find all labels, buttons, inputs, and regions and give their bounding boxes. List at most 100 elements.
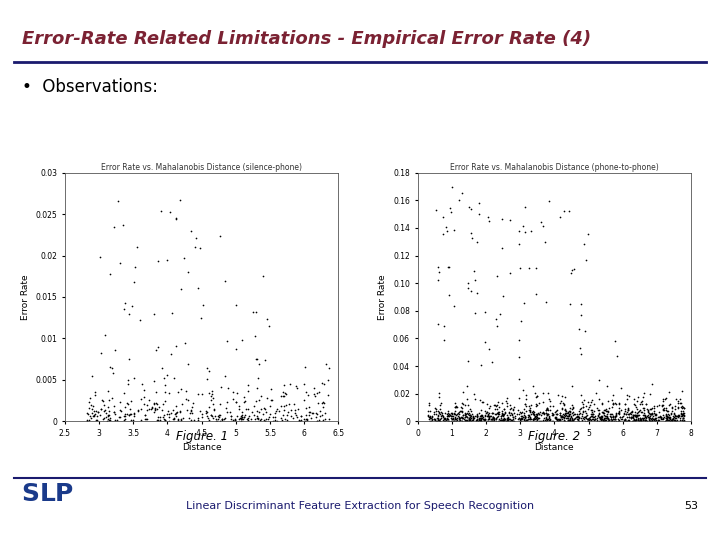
Point [98, 407, 109, 415]
Point [519, 413, 531, 421]
Point [621, 395, 633, 403]
Point [678, 403, 690, 412]
Point [512, 415, 523, 424]
Point [484, 408, 495, 417]
Point [459, 415, 470, 423]
Point [607, 413, 618, 421]
Point [516, 411, 528, 420]
Point [433, 276, 444, 285]
Point [209, 412, 220, 421]
Point [455, 416, 467, 424]
Point [498, 410, 509, 419]
Point [548, 410, 559, 418]
Point [643, 408, 654, 417]
Point [151, 405, 163, 414]
Point [531, 415, 543, 424]
Point [451, 416, 463, 425]
Point [624, 413, 635, 422]
Point [537, 417, 549, 426]
Point [487, 413, 499, 421]
Point [527, 410, 539, 418]
Point [661, 412, 672, 421]
Point [122, 375, 134, 384]
Point [201, 409, 212, 418]
Point [588, 416, 600, 424]
Point [463, 409, 474, 417]
Point [657, 397, 668, 406]
Point [269, 409, 281, 418]
Point [594, 414, 606, 422]
Point [433, 416, 445, 424]
Point [163, 407, 174, 415]
Point [513, 353, 525, 362]
Point [271, 407, 282, 415]
Point [656, 413, 667, 422]
Point [675, 395, 686, 403]
Point [637, 411, 649, 420]
Point [305, 414, 316, 423]
Point [537, 409, 549, 417]
Point [202, 374, 213, 383]
Point [123, 310, 135, 319]
Point [554, 399, 566, 407]
Point [647, 410, 658, 418]
Point [464, 416, 475, 425]
Point [319, 415, 330, 424]
Point [639, 404, 650, 413]
Point [267, 416, 279, 425]
Point [596, 400, 608, 408]
Point [445, 416, 456, 425]
Point [234, 404, 246, 413]
Point [576, 416, 588, 425]
Point [649, 403, 660, 412]
Point [495, 416, 507, 424]
Point [578, 415, 590, 423]
Point [462, 401, 473, 410]
Point [660, 411, 672, 420]
Point [109, 402, 120, 411]
Point [595, 415, 606, 423]
Point [236, 411, 248, 420]
Point [519, 413, 531, 422]
Point [233, 415, 245, 423]
Point [645, 409, 657, 418]
Point [440, 416, 451, 425]
Point [171, 214, 182, 222]
Point [665, 408, 677, 417]
Point [593, 409, 605, 417]
Point [541, 404, 553, 413]
Point [600, 414, 612, 423]
Point [248, 402, 260, 410]
Point [178, 414, 189, 422]
Point [323, 415, 335, 423]
Point [505, 404, 516, 413]
Point [677, 409, 688, 417]
Point [572, 412, 584, 421]
Point [624, 416, 635, 424]
Point [530, 415, 541, 424]
Point [498, 414, 510, 423]
Point [475, 416, 487, 425]
Point [449, 407, 460, 416]
Point [119, 305, 130, 313]
Point [631, 413, 642, 421]
Point [519, 411, 531, 420]
Point [128, 278, 140, 286]
Point [660, 410, 672, 418]
Point [241, 414, 253, 423]
Point [550, 414, 562, 422]
Point [300, 411, 312, 420]
Point [657, 405, 669, 414]
Point [598, 416, 610, 425]
Point [649, 413, 660, 422]
Point [625, 413, 636, 421]
Point [432, 416, 444, 424]
Point [91, 416, 102, 425]
Point [149, 376, 161, 385]
Point [667, 404, 678, 413]
Point [620, 415, 631, 423]
Point [445, 411, 456, 420]
Point [290, 382, 302, 390]
Point [290, 411, 302, 420]
Point [499, 416, 510, 424]
